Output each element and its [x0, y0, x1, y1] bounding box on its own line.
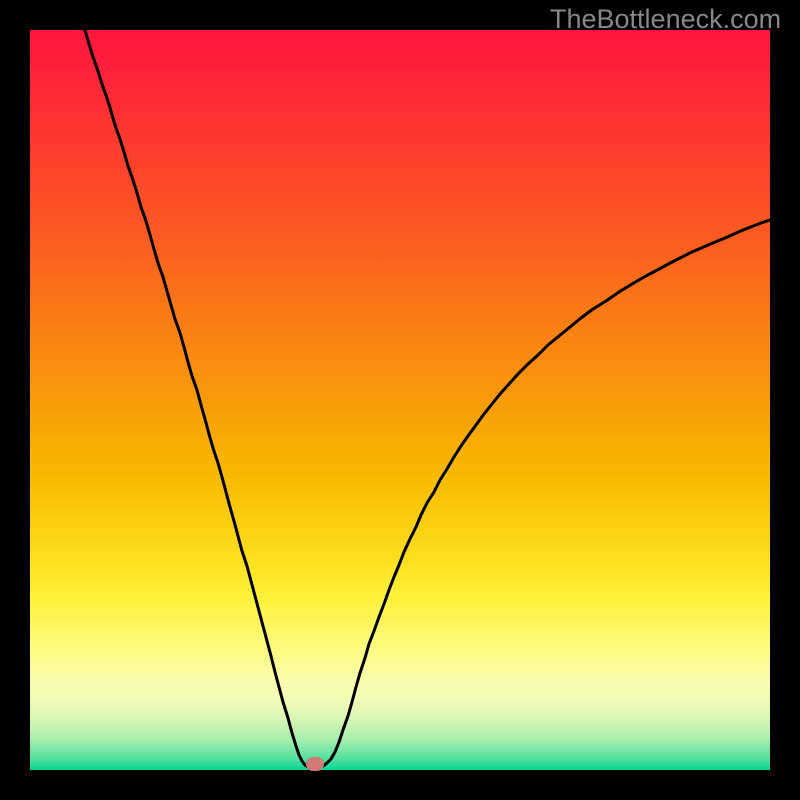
watermark-text: TheBottleneck.com — [550, 4, 781, 35]
optimum-marker — [306, 757, 324, 771]
plot-area — [30, 30, 770, 770]
chart-frame: TheBottleneck.com — [0, 0, 800, 800]
bottleneck-curve — [30, 30, 770, 770]
curve-path — [85, 30, 770, 768]
